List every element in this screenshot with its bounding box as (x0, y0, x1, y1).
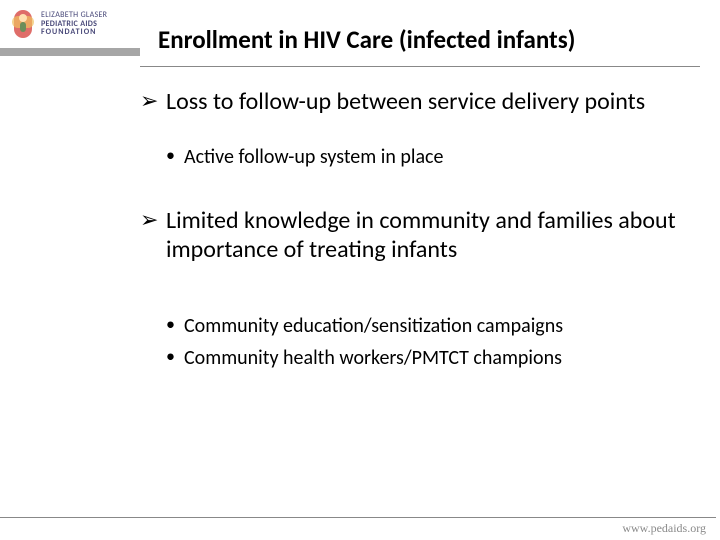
dot-icon: • (166, 346, 184, 368)
logo-line3: FOUNDATION (41, 28, 107, 37)
bullet-sub-2b: • Community health workers/PMTCT champio… (166, 346, 700, 370)
bullet-sub-2a: • Community education/sensitization camp… (166, 314, 700, 338)
chevron-icon: ➢ (140, 88, 166, 114)
bullet-main-1: ➢ Loss to follow-up between service deli… (140, 88, 700, 117)
logo-icon (8, 6, 38, 42)
dot-icon: • (166, 145, 184, 167)
bullet-sub-2b-text: Community health workers/PMTCT champions (184, 346, 562, 370)
footer-url: www.pedaids.org (622, 521, 706, 536)
bullet-main-1-text: Loss to follow-up between service delive… (166, 88, 645, 117)
bullet-main-2-text: Limited knowledge in community and famil… (166, 207, 700, 265)
dot-icon: • (166, 314, 184, 336)
header-accent-bar (0, 48, 140, 56)
chevron-icon: ➢ (140, 207, 166, 233)
title-divider (140, 66, 700, 67)
footer-divider (0, 517, 716, 518)
slide-title: Enrollment in HIV Care (infected infants… (158, 24, 575, 55)
bullet-sub-2a-text: Community education/sensitization campai… (184, 314, 563, 338)
slide-content: ➢ Loss to follow-up between service deli… (140, 88, 700, 378)
bullet-main-2: ➢ Limited knowledge in community and fam… (140, 207, 700, 265)
bullet-sub-1a: • Active follow-up system in place (166, 145, 700, 169)
logo-text: ELIZABETH GLASER PEDIATRIC AIDS FOUNDATI… (41, 11, 107, 37)
bullet-sub-1a-text: Active follow-up system in place (184, 145, 443, 169)
org-logo: ELIZABETH GLASER PEDIATRIC AIDS FOUNDATI… (8, 6, 107, 42)
